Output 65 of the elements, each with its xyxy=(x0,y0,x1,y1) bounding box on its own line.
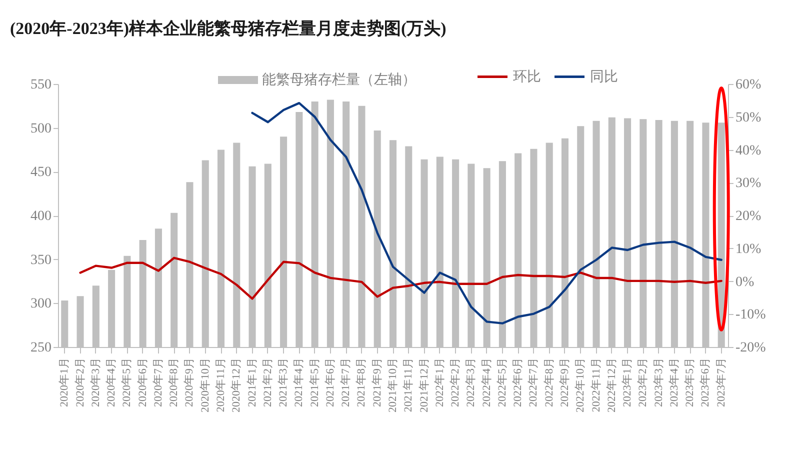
legend-label: 环比 xyxy=(513,68,541,85)
x-tick-label: 2022年5月 xyxy=(496,358,508,407)
y2-tick-label: 10% xyxy=(736,242,762,257)
x-tick-label: 2020年3月 xyxy=(90,358,102,407)
line-series xyxy=(79,256,722,300)
x-tick-label: 2020年12月 xyxy=(230,358,243,412)
x-tick-label: 2020年11月 xyxy=(215,358,228,412)
x-tick-label: 2023年3月 xyxy=(652,358,665,407)
x-tick-label: 2021年3月 xyxy=(278,358,290,407)
x-tick-label: 2022年6月 xyxy=(512,358,524,407)
x-tick-label: 2023年5月 xyxy=(684,358,696,407)
y-tick-label: 550 xyxy=(30,78,52,92)
x-tick-label: 2020年8月 xyxy=(168,358,180,407)
x-tick-label: 2022年11月 xyxy=(590,358,602,412)
legend-label: 同比 xyxy=(590,68,618,85)
y2-tick-label: 50% xyxy=(736,110,762,126)
x-tick-label: 2021年12月 xyxy=(418,358,430,412)
x-tick-label: 2023年7月 xyxy=(715,358,728,407)
x-tick-label: 2021年1月 xyxy=(246,358,258,407)
x-tick-label: 2021年11月 xyxy=(402,358,415,412)
x-tick-label: 2022年10月 xyxy=(574,358,587,412)
y-tick-label: 250 xyxy=(30,340,52,356)
x-tick-label: 2021年8月 xyxy=(356,358,368,407)
x-tick-label: 2021年7月 xyxy=(340,358,352,407)
x-tick-label: 2023年2月 xyxy=(637,358,650,407)
x-tick-label: 2020年6月 xyxy=(136,358,149,407)
x-tick-label: 2022年3月 xyxy=(465,358,478,407)
y-tick-label: 300 xyxy=(30,296,52,312)
y2-tick-label: 60% xyxy=(736,78,762,92)
x-tick-label: 2020年7月 xyxy=(152,358,164,407)
x-tick-label: 2021年6月 xyxy=(324,358,336,407)
x-tick-label: 2022年9月 xyxy=(558,358,571,407)
y2-tick-label: 0% xyxy=(736,274,754,290)
x-tick-label: 2023年4月 xyxy=(668,358,680,407)
x-tick-label: 2021年4月 xyxy=(293,358,306,407)
x-tick-label: 2020年2月 xyxy=(74,358,86,407)
x-tick-label: 2022年7月 xyxy=(528,358,540,407)
chart-title: (2020年-2023年)样本企业能繁母猪存栏量月度走势图(万头) xyxy=(10,19,446,38)
x-tick-label: 2021年10月 xyxy=(387,358,399,412)
y-tick-label: 350 xyxy=(30,252,52,268)
x-tick-label: 2021年2月 xyxy=(262,358,274,407)
y-tick-label: 400 xyxy=(30,209,52,224)
x-tick-label: 2022年4月 xyxy=(480,358,493,407)
x-tick-label: 2022年1月 xyxy=(434,358,446,407)
y2-tick-label: 40% xyxy=(736,143,762,158)
y2-tick-label: 20% xyxy=(736,209,762,224)
x-tick-label: 2020年9月 xyxy=(184,358,196,407)
x-tick-label: 2021年5月 xyxy=(308,358,321,407)
x-tick-label: 2022年12月 xyxy=(606,358,618,412)
x-tick-label: 2020年1月 xyxy=(58,358,71,407)
y2-tick-label: -10% xyxy=(736,308,766,323)
x-tick-label: 2021年9月 xyxy=(371,358,384,407)
legend-label: 能繁母猪存栏量（左轴） xyxy=(262,72,416,88)
x-tick-label: 2020年4月 xyxy=(106,358,118,407)
x-tick-label: 2023年1月 xyxy=(622,358,634,407)
line-series xyxy=(251,102,722,324)
x-tick-label: 2020年10月 xyxy=(199,358,212,412)
x-tick-label: 2020年5月 xyxy=(121,358,134,407)
y-tick-label: 450 xyxy=(30,165,52,180)
x-tick-label: 2023年6月 xyxy=(700,358,712,407)
y2-tick-label: -20% xyxy=(736,340,766,356)
y2-tick-label: 30% xyxy=(736,176,762,192)
x-tick-label: 2022年2月 xyxy=(450,358,462,407)
x-tick-label: 2022年8月 xyxy=(543,358,556,407)
y-tick-label: 500 xyxy=(30,121,52,136)
